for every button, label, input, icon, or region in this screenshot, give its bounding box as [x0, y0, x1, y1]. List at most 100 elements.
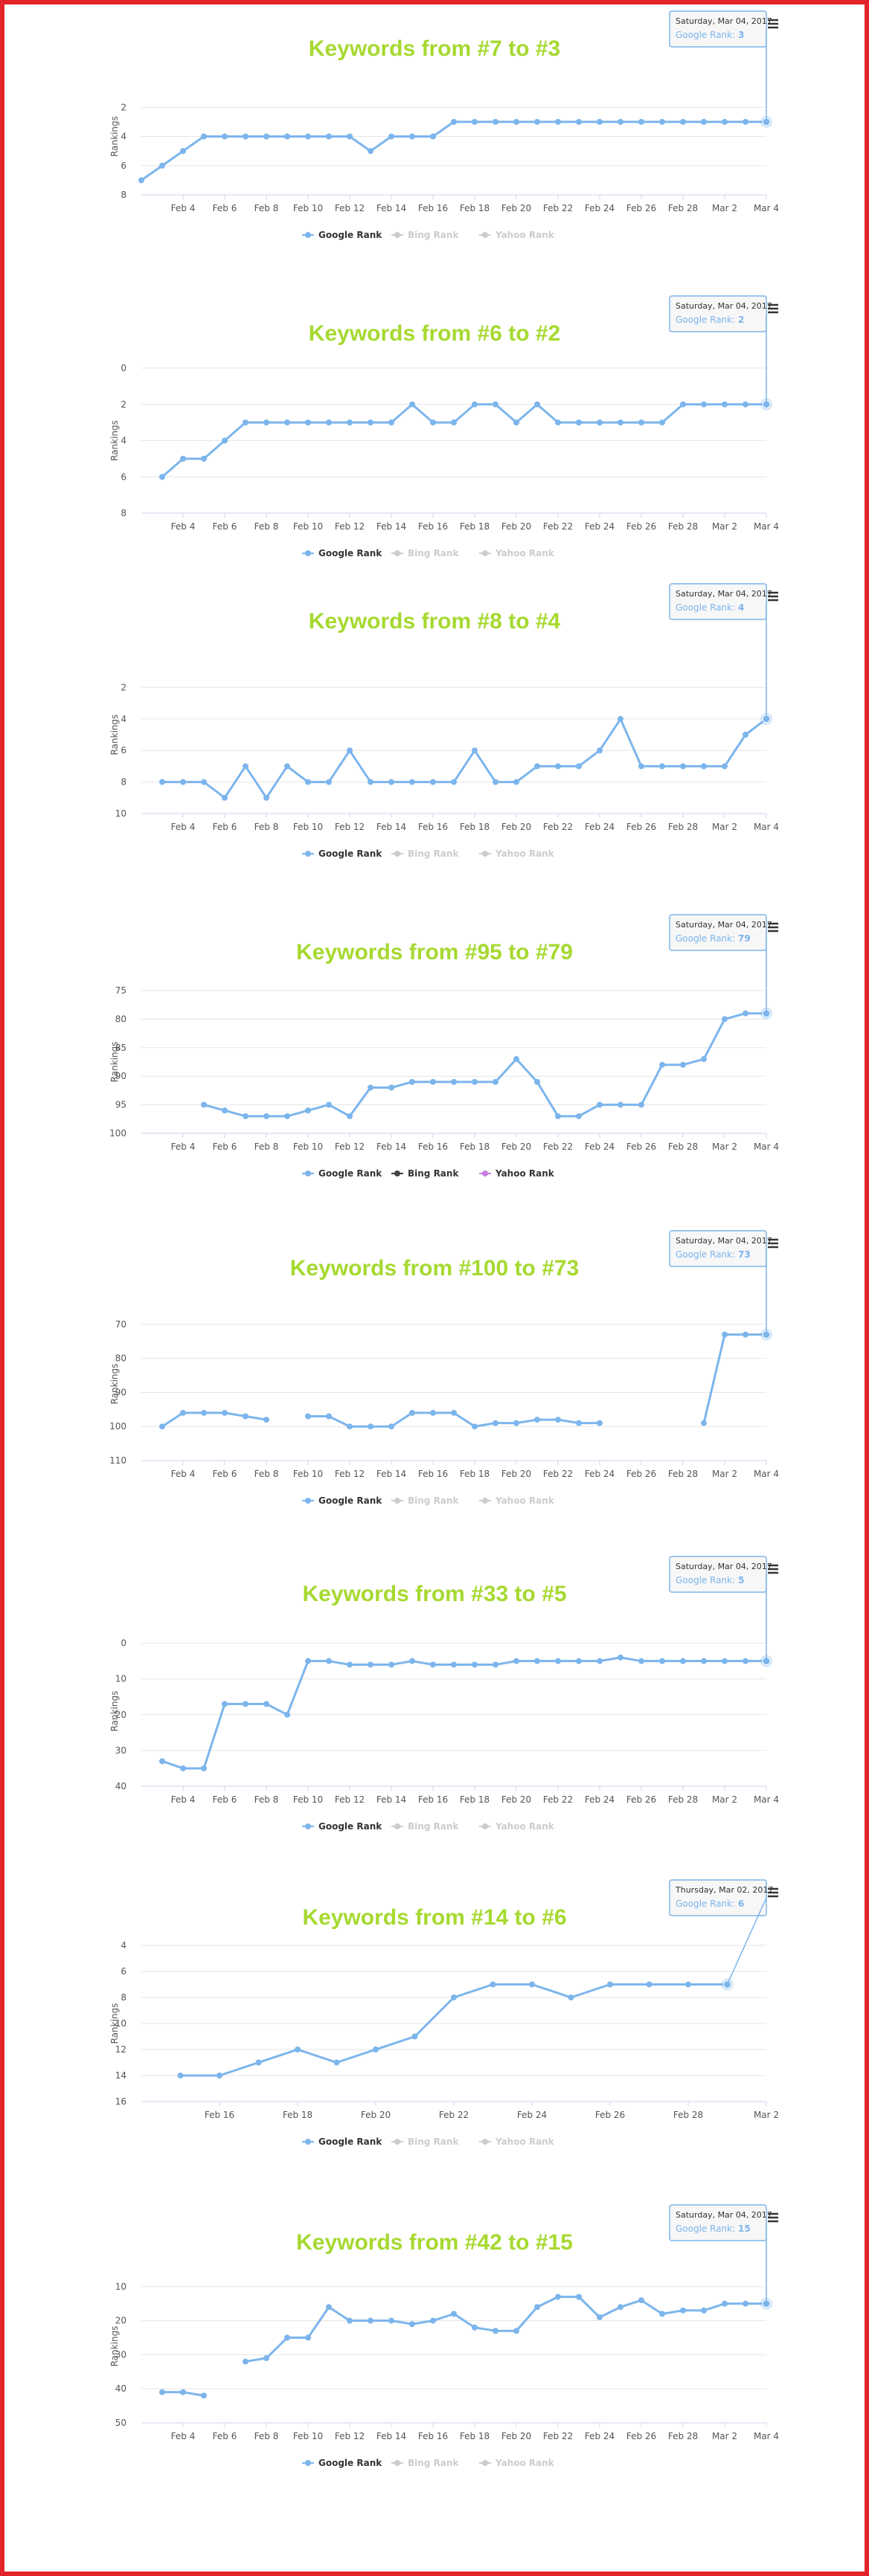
data-point: [326, 2304, 332, 2311]
legend-label: Yahoo Rank: [495, 2137, 555, 2147]
chart-menu-icon[interactable]: [768, 1887, 778, 1898]
legend-item[interactable]: Bing Rank: [391, 2458, 459, 2468]
x-tick-label: Feb 22: [543, 1142, 573, 1152]
data-point: [743, 1658, 748, 1664]
data-point: [263, 133, 269, 140]
chart-title: Keywords from #42 to #15: [296, 2230, 573, 2255]
data-point: [472, 1078, 478, 1085]
legend-item[interactable]: Yahoo Rank: [479, 2137, 555, 2147]
legend-item[interactable]: Bing Rank: [391, 230, 459, 240]
chart-menu-icon[interactable]: [768, 922, 778, 933]
data-point: [618, 715, 623, 722]
legend-label: Google Rank: [318, 1821, 382, 1832]
data-point: [513, 118, 519, 125]
legend-label: Yahoo Rank: [495, 1168, 555, 1179]
legend-item[interactable]: Google Rank: [302, 2458, 382, 2468]
legend-item[interactable]: Bing Rank: [391, 1821, 459, 1832]
y-tick-label: 2: [121, 102, 126, 112]
x-tick-label: Feb 26: [626, 2431, 656, 2441]
y-axis-label: Rankings: [109, 1691, 120, 1732]
legend-item[interactable]: Google Rank: [302, 548, 382, 558]
chart-menu-icon[interactable]: [768, 19, 778, 29]
chart-menu-icon[interactable]: [768, 1564, 778, 1574]
legend-item[interactable]: Yahoo Rank: [479, 230, 555, 240]
legend-symbol-dot: [305, 550, 311, 556]
series-line-google: [161, 403, 766, 478]
data-point: [243, 133, 248, 140]
y-tick-label: 6: [121, 161, 126, 171]
x-tick-label: Feb 22: [439, 2110, 469, 2120]
data-point: [243, 763, 248, 770]
legend-item[interactable]: Yahoo Rank: [479, 548, 555, 558]
x-tick-label: Feb 6: [213, 822, 237, 832]
data-point: [743, 401, 748, 408]
legend-item[interactable]: Google Rank: [302, 1168, 382, 1179]
legend-item[interactable]: Yahoo Rank: [479, 1495, 555, 1506]
legend-label: Yahoo Rank: [495, 2458, 555, 2468]
legend-item[interactable]: Google Rank: [302, 230, 382, 240]
data-point: [659, 2311, 665, 2317]
chart-1: Keywords from #7 to #3 2 4 6 8 Rankings Feb 4 F…: [109, 10, 779, 240]
data-point: [180, 2389, 186, 2395]
x-tick-label: Feb 14: [376, 1469, 406, 1479]
x-tick-label: Feb 18: [460, 1794, 490, 1805]
legend-item[interactable]: Google Rank: [302, 1821, 382, 1832]
legend-item[interactable]: Google Rank: [302, 849, 382, 859]
chart-menu-icon[interactable]: [768, 1238, 778, 1249]
x-tick-label: Feb 14: [376, 1142, 406, 1152]
legend-item[interactable]: Bing Rank: [391, 2137, 459, 2147]
x-tick-label: Mar 2: [712, 2431, 737, 2441]
data-point: [451, 1994, 457, 2000]
tooltip-date: Saturday, Mar 04, 2017: [676, 589, 772, 599]
chart-menu-icon[interactable]: [768, 303, 778, 314]
x-tick-label: Feb 10: [293, 822, 323, 832]
data-point: [180, 455, 186, 462]
legend-item[interactable]: Google Rank: [302, 1495, 382, 1506]
tooltip-value: Google Rank: 2: [676, 315, 744, 325]
data-point: [576, 419, 582, 426]
x-tick-label: Feb 8: [254, 1142, 279, 1152]
legend-item[interactable]: Bing Rank: [391, 1168, 459, 1179]
data-point: [347, 133, 353, 140]
y-tick-label: 14: [115, 2070, 126, 2081]
y-axis-label: Rankings: [109, 1364, 120, 1405]
legend-item[interactable]: Yahoo Rank: [479, 1168, 555, 1179]
chart-title: Keywords from #14 to #6: [302, 1905, 566, 1930]
data-point: [555, 1417, 561, 1423]
data-point: [638, 2297, 644, 2304]
x-tick-label: Feb 24: [585, 822, 615, 832]
data-point: [597, 419, 603, 426]
chart-menu-icon[interactable]: [768, 591, 778, 602]
x-tick-label: Feb 16: [418, 1142, 448, 1152]
legend-item[interactable]: Yahoo Rank: [479, 2458, 555, 2468]
y-tick-label: 8: [121, 190, 126, 200]
data-point: [451, 779, 457, 785]
x-tick-label: Feb 26: [626, 1142, 656, 1152]
y-tick-label: 8: [121, 777, 126, 788]
data-point: [368, 2317, 373, 2324]
data-point: [513, 2328, 519, 2334]
data-point: [743, 118, 748, 125]
legend-label: Google Rank: [318, 2458, 382, 2468]
legend-item[interactable]: Bing Rank: [391, 849, 459, 859]
legend-item[interactable]: Bing Rank: [391, 548, 459, 558]
x-tick-label: Feb 24: [585, 1142, 615, 1152]
chart-menu-icon[interactable]: [768, 2212, 778, 2223]
tooltip-value: Google Rank: 79: [676, 933, 751, 944]
y-tick-label: 0: [121, 363, 126, 373]
x-tick-label: Mar 2: [712, 1794, 737, 1805]
data-point: [534, 401, 540, 408]
y-tick-label: 6: [121, 745, 126, 756]
legend-symbol-dot: [305, 1171, 311, 1176]
tooltip-value: Google Rank: 3: [676, 30, 744, 40]
series-line-google: [702, 1333, 766, 1423]
legend-item[interactable]: Google Rank: [302, 2137, 382, 2147]
y-tick-label: 10: [115, 2018, 126, 2029]
legend-item[interactable]: Bing Rank: [391, 1495, 459, 1506]
data-point: [597, 2314, 603, 2321]
x-tick-label: Feb 16: [418, 822, 448, 832]
legend-item[interactable]: Yahoo Rank: [479, 1821, 555, 1832]
legend-item[interactable]: Yahoo Rank: [479, 849, 555, 859]
x-tick-label: Feb 10: [293, 2431, 323, 2441]
x-tick-label: Feb 16: [418, 203, 448, 213]
